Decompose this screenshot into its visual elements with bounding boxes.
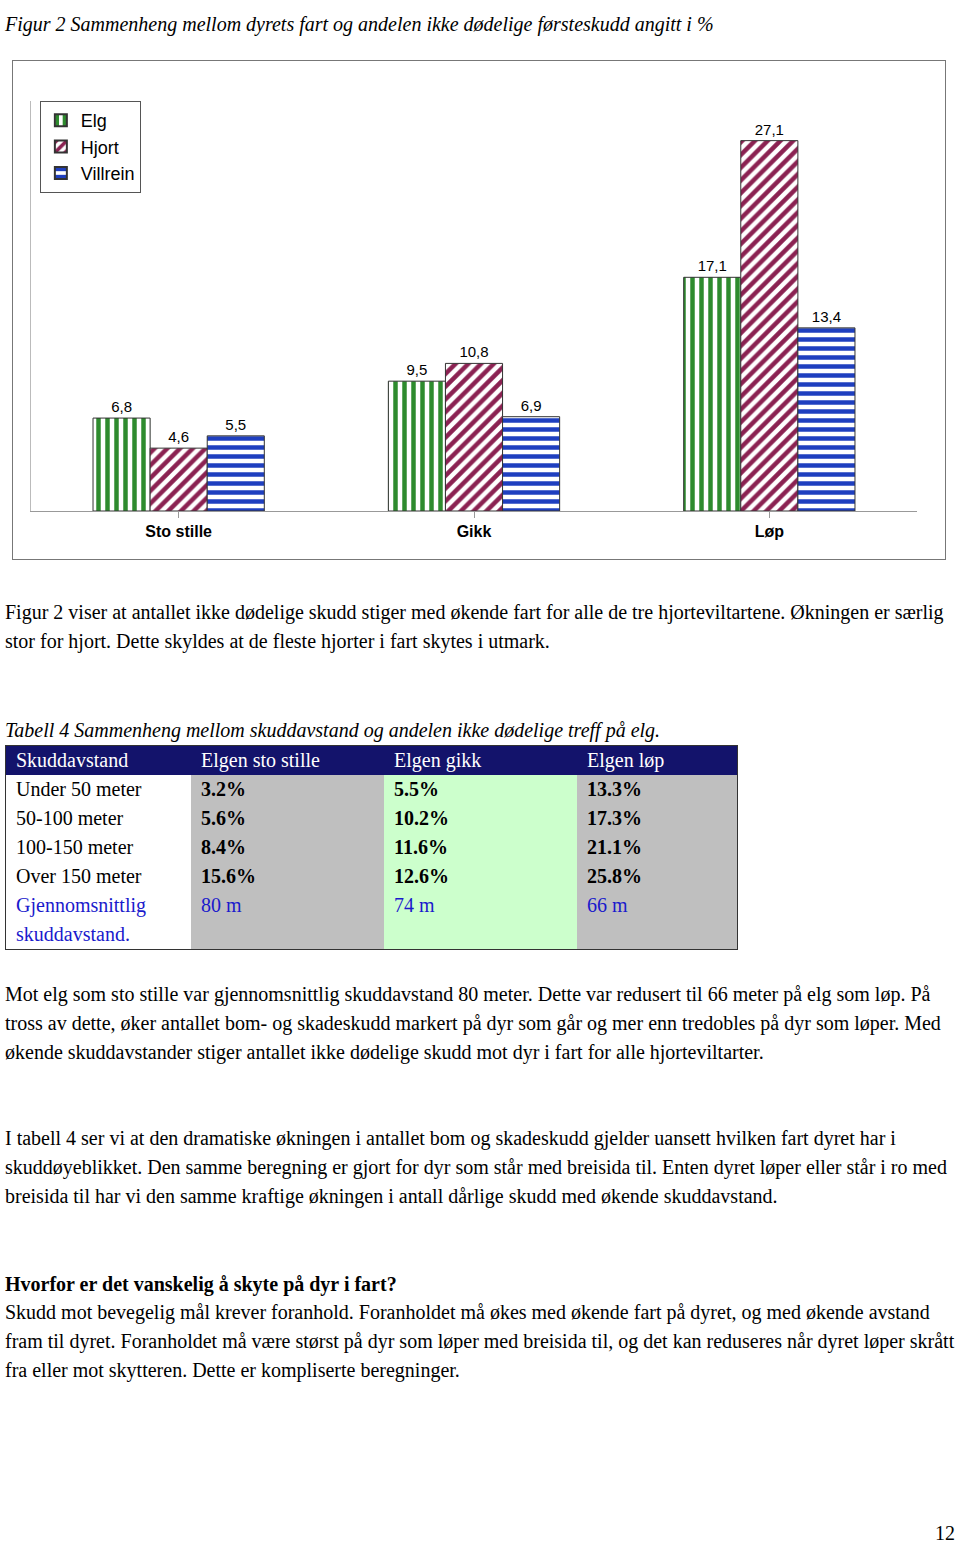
svg-text:4,6: 4,6 (168, 428, 189, 445)
svg-text:Gikk: Gikk (457, 523, 492, 540)
html-text:Figur 2 viser at antallet ikke: Figur 2 viser at antallet ikke dødelige … (5, 601, 944, 652)
svg-text:10,8: 10,8 (459, 343, 488, 360)
html-text:Tabell 4 Sammenheng mellom sku: Tabell 4 Sammenheng mellom skuddavstand … (5, 719, 661, 741)
html-text:Hvorfor er det vanskelig å sky: Hvorfor er det vanskelig å skyte på dyr … (5, 1273, 397, 1295)
svg-text:Løp: Løp (755, 523, 785, 540)
html-text:80 m: 80 m (201, 894, 242, 916)
html-text:15.6%: 15.6% (201, 865, 256, 887)
html-text:3.2%: 3.2% (201, 778, 246, 800)
svg-text:Hjort: Hjort (81, 138, 119, 158)
svg-text:Villrein: Villrein (81, 164, 135, 184)
html-text:66 m: 66 m (587, 894, 628, 916)
html-text:Elgen gikk: Elgen gikk (394, 749, 482, 771)
html-text:74 m: 74 m (394, 894, 435, 916)
html-text:21.1%: 21.1% (587, 836, 642, 858)
html-text:Figur 2 Sammenheng mellom dyre: Figur 2 Sammenheng mellom dyrets fart og… (5, 13, 714, 35)
svg-text:Sto stille: Sto stille (145, 523, 212, 540)
svg-text:9,5: 9,5 (406, 361, 427, 378)
html-text:Gjennomsnittlig skuddavstand.: Gjennomsnittlig skuddavstand. (16, 894, 146, 945)
svg-text:17,1: 17,1 (698, 257, 727, 274)
html-text:Elgen løp: Elgen løp (587, 749, 665, 771)
html-text:11.6%: 11.6% (394, 836, 448, 858)
html-text:100-150 meter: 100-150 meter (16, 836, 134, 858)
html-text:8.4%: 8.4% (201, 836, 246, 858)
html-text:Skudd mot bevegelig mål krever: Skudd mot bevegelig mål krever foranhold… (5, 1301, 955, 1381)
html-text:Mot elg som sto stille var gje: Mot elg som sto stille var gjennomsnittl… (5, 983, 941, 1063)
html-text:Over 150 meter: Over 150 meter (16, 865, 142, 887)
svg-text:27,1: 27,1 (755, 121, 784, 138)
html-text:Elgen sto stille: Elgen sto stille (201, 749, 320, 771)
html-text:10.2%: 10.2% (394, 807, 449, 829)
html-text:Skuddavstand: Skuddavstand (16, 749, 129, 771)
svg-text:Elg: Elg (81, 111, 107, 131)
html-text:25.8%: 25.8% (587, 865, 642, 887)
html-text:5.5%: 5.5% (394, 778, 439, 800)
html-text:13.3%: 13.3% (587, 778, 642, 800)
html-text:50-100 meter: 50-100 meter (16, 807, 124, 829)
svg-text:6,9: 6,9 (521, 397, 542, 414)
svg-text:5,5: 5,5 (225, 416, 246, 433)
html-text:12.6%: 12.6% (394, 865, 449, 887)
html-text:I tabell 4 ser vi at den drama: I tabell 4 ser vi at den dramatiske økni… (5, 1127, 947, 1207)
svg-text:6,8: 6,8 (111, 398, 132, 415)
svg-text:13,4: 13,4 (812, 308, 841, 325)
html-text:Under 50 meter: Under 50 meter (16, 778, 142, 800)
html-text:17.3%: 17.3% (587, 807, 642, 829)
html-text:5.6%: 5.6% (201, 807, 246, 829)
